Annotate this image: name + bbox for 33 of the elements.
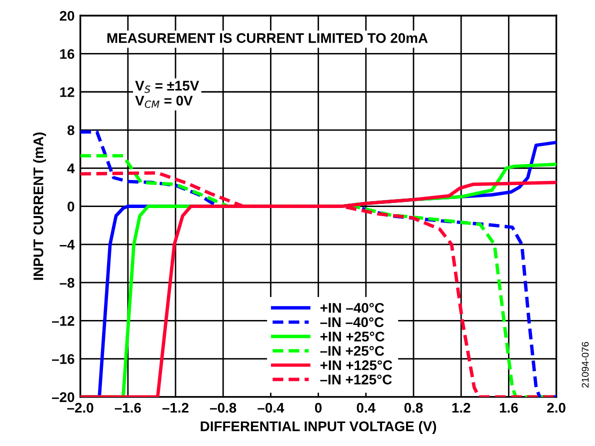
y-tick-label: –20 (52, 392, 74, 402)
y-tick-label: 0 (68, 202, 74, 212)
y-tick-label: 4 (67, 164, 75, 174)
y-tick-label: –12 (52, 316, 74, 326)
y-tick-label: 8 (67, 125, 74, 136)
legend-label: +IN +125°C (320, 360, 392, 370)
legend-label: –IN +125°C (320, 374, 392, 384)
legend-label: +IN –40°C (320, 302, 384, 313)
x-tick-label: 1.2 (452, 402, 470, 413)
legend-label: –IN +25°C (320, 346, 384, 356)
y-tick-label: 20 (60, 10, 74, 21)
x-tick-label: 2.0 (547, 402, 566, 413)
y-tick-label: –16 (52, 354, 74, 364)
x-tick-label: –0.4 (258, 402, 284, 413)
y-tick-label: –8 (60, 278, 74, 288)
x-tick-label: –1.2 (162, 402, 188, 413)
x-axis-title: DIFFERENTIAL INPUT VOLTAGE (V) (200, 421, 436, 434)
annotation: V$_{S}$ = ±15V V$_{CM}$ = 0V (135, 80, 200, 108)
text: 21094-076 (582, 342, 589, 388)
x-tick-label: 0.4 (356, 402, 376, 413)
x-tick-label: 1.6 (500, 402, 518, 413)
y-tick-label: –4 (60, 240, 75, 250)
y-tick-label: 12 (60, 87, 74, 97)
legend-label: +IN +25°C (320, 332, 384, 342)
x-tick-label: –0.8 (210, 402, 236, 413)
x-tick-label: 0 (315, 402, 322, 413)
annotation: MEASUREMENT IS CURRENT LIMITED TO 20mA (107, 33, 428, 43)
x-tick-label: –2.0 (67, 402, 94, 413)
x-tick-label: –1.6 (114, 402, 141, 413)
legend-label: –IN –40°C (320, 317, 384, 328)
y-tick-label: 16 (60, 49, 74, 59)
x-tick-label: 0.8 (404, 402, 423, 413)
y-axis-title: INPUT CURRENT (mA) (33, 132, 46, 280)
